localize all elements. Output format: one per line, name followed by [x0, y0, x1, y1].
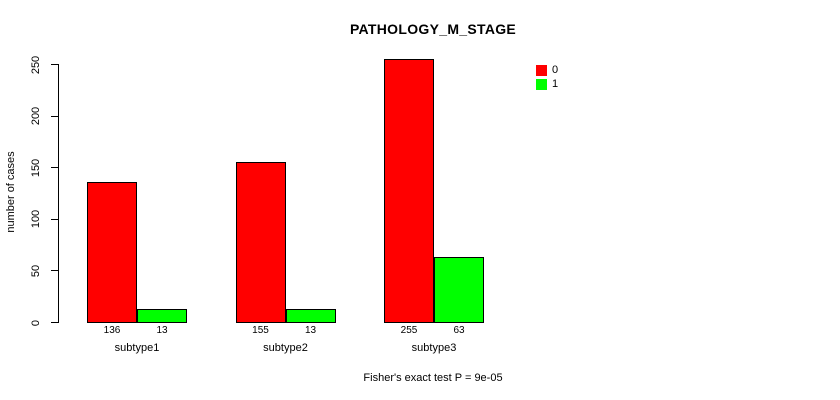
bar-value-label: 255	[400, 325, 418, 336]
legend-label-1: 1	[552, 77, 559, 90]
bar-value-label: 136	[103, 325, 121, 336]
x-category-label: subtype1	[114, 342, 160, 354]
y-tick-mark	[51, 322, 58, 323]
y-axis-line	[58, 64, 59, 323]
y-tick-mark	[51, 167, 58, 169]
legend-swatch-0	[536, 65, 547, 76]
bar-value-label: 155	[252, 325, 269, 336]
legend-swatch-1	[536, 78, 547, 90]
y-tick-mark	[51, 115, 58, 117]
bar-value-label: 13	[156, 325, 168, 336]
bar-subtype3-0	[384, 58, 434, 323]
y-tick-label: 100	[30, 210, 42, 229]
y-axis-title: number of cases	[5, 151, 17, 233]
y-tick-mark	[51, 218, 58, 220]
y-tick-label: 0	[30, 319, 42, 326]
bar-subtype2-0	[235, 162, 286, 323]
x-category-label: subtype2	[263, 342, 308, 354]
y-tick-label: 50	[30, 264, 42, 278]
y-tick-label: 250	[30, 55, 42, 74]
y-tick-mark	[51, 64, 58, 65]
y-tick-label: 200	[30, 106, 42, 126]
bar-value-label: 63	[453, 325, 465, 336]
legend-label-0: 0	[552, 64, 559, 76]
y-tick-mark	[51, 270, 58, 272]
bar-subtype2-1	[285, 308, 336, 323]
annotation-text: Fisher's exact test P = 9e-05	[363, 372, 503, 384]
bar-subtype1-1	[137, 308, 187, 323]
x-category-label: subtype3	[411, 342, 457, 354]
chart-title: PATHOLOGY_M_STAGE	[349, 21, 517, 37]
bar-value-label: 13	[304, 325, 317, 336]
bar-subtype3-1	[434, 256, 484, 323]
y-tick-label: 150	[30, 158, 42, 177]
bar-subtype1-0	[87, 181, 137, 323]
